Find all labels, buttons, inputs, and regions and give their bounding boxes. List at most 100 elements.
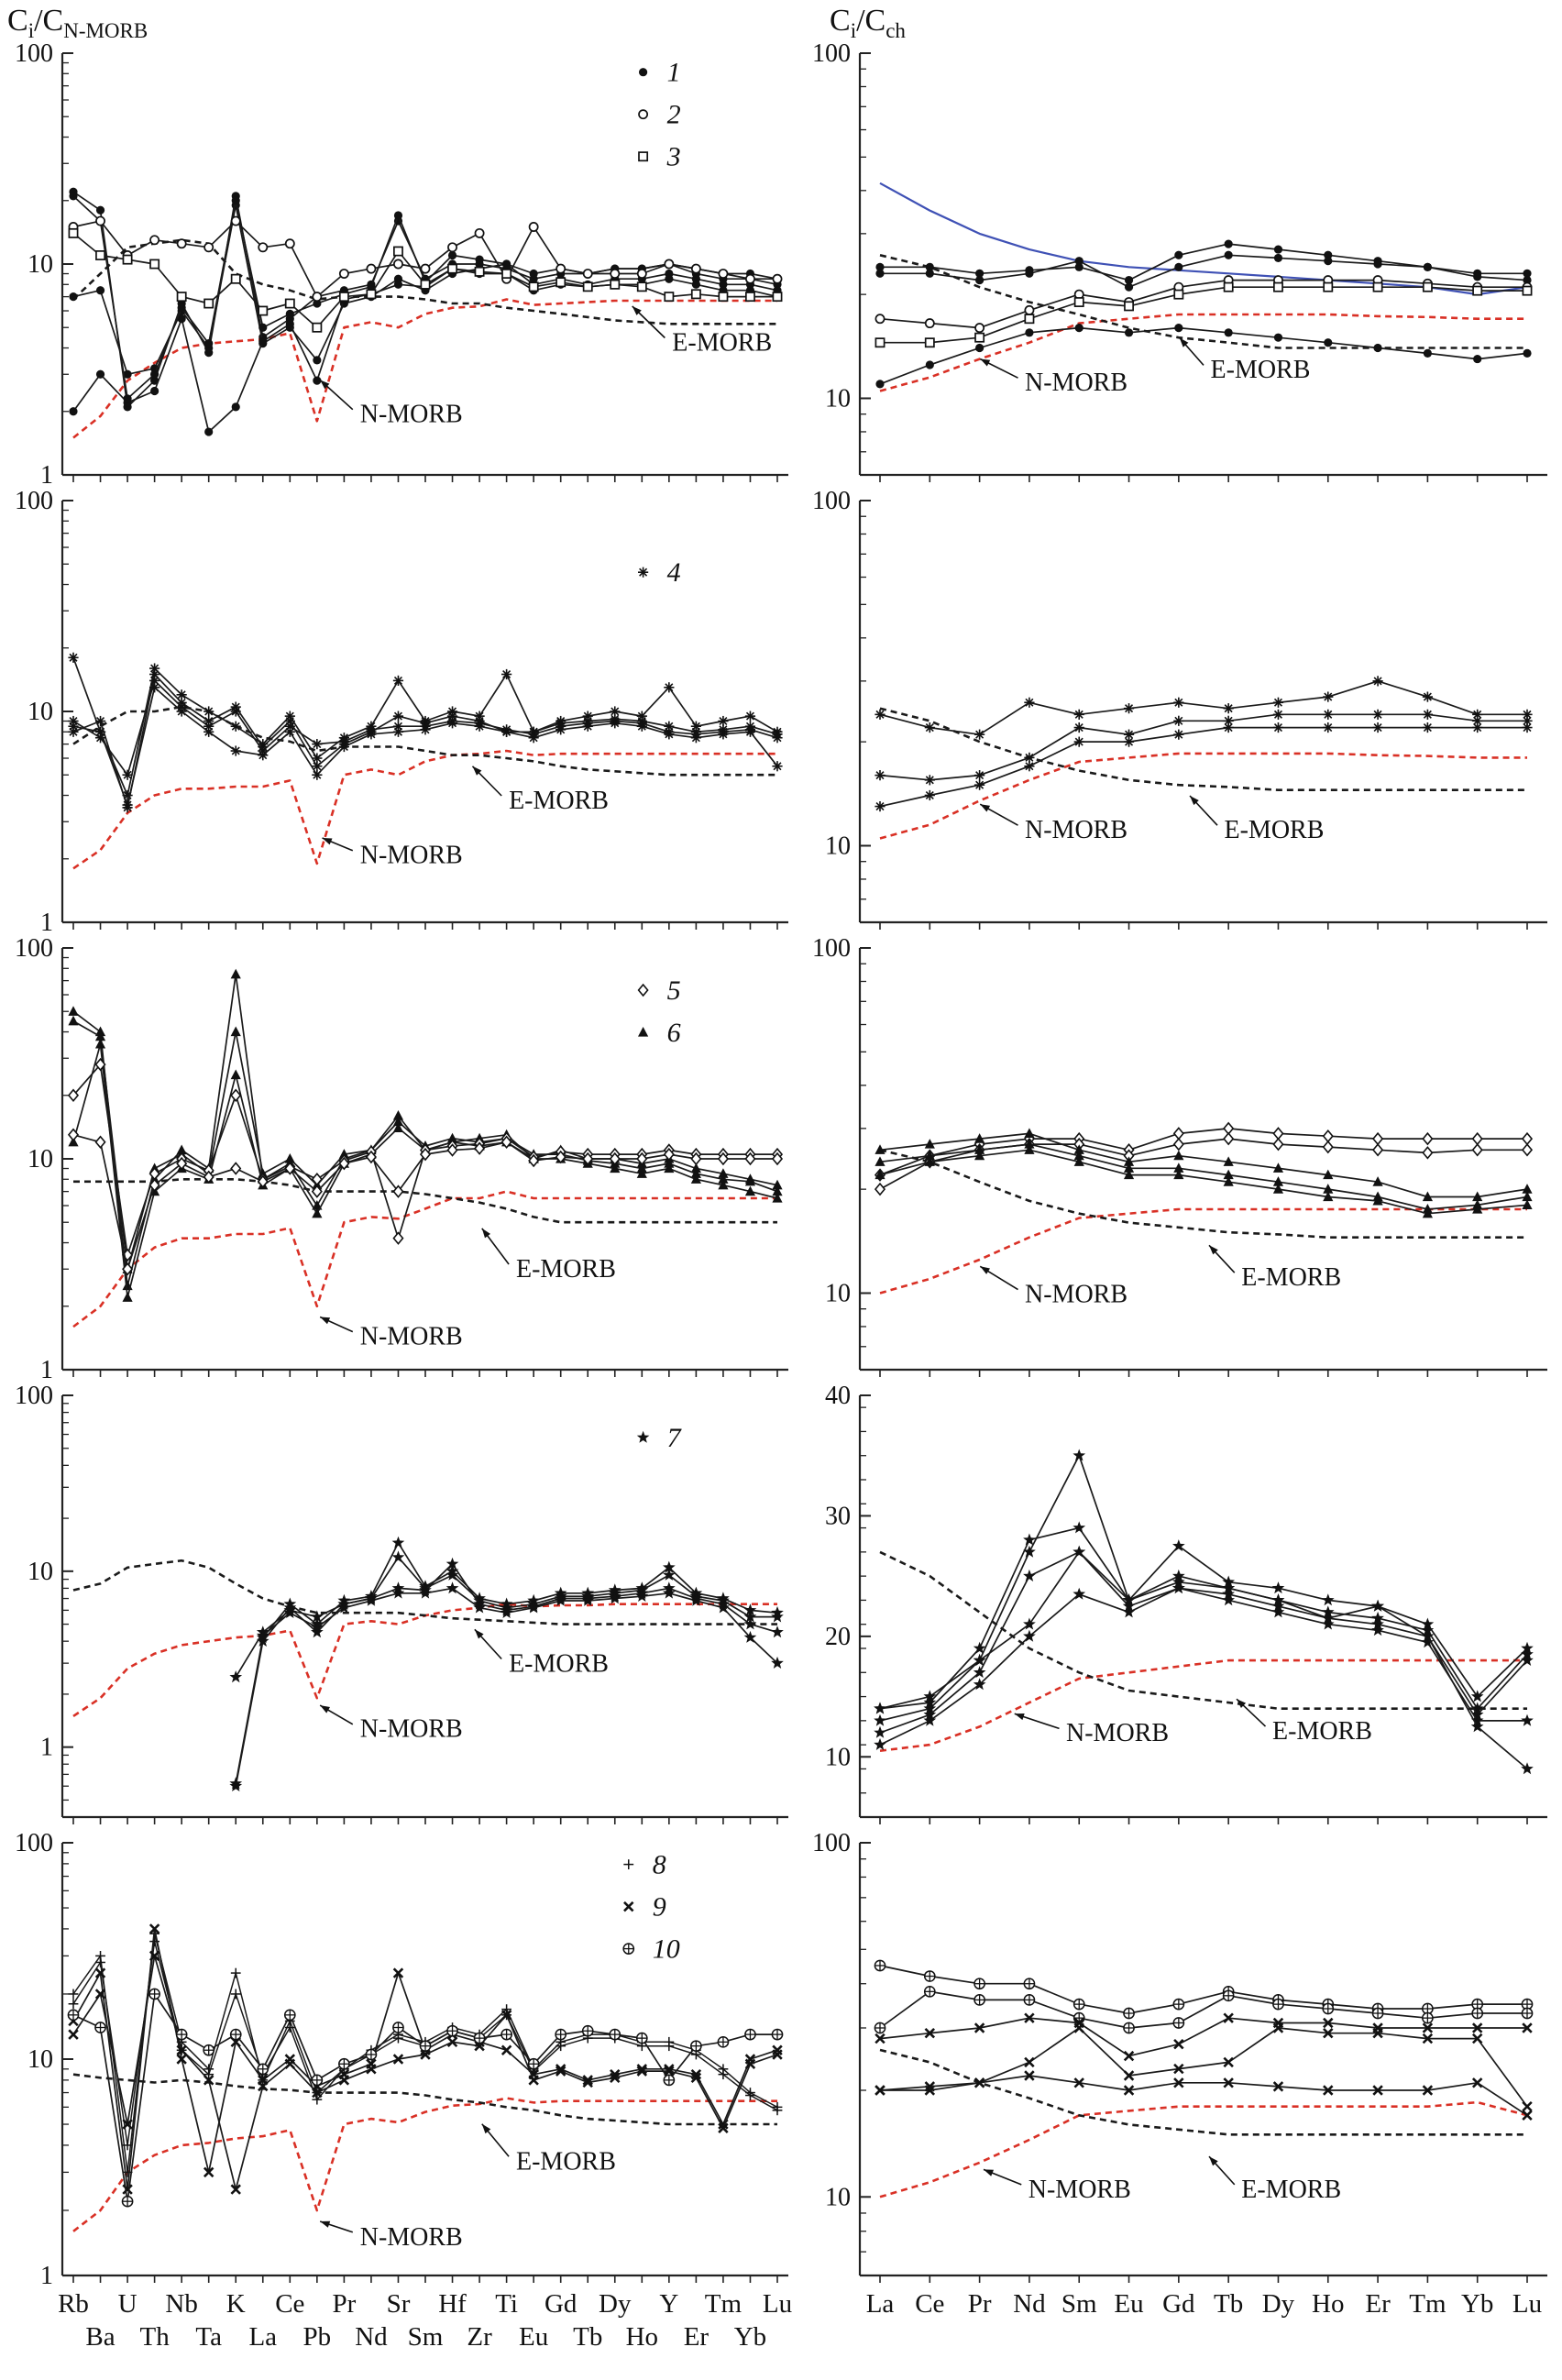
svg-text:E-MORB: E-MORB [672,328,772,357]
annotation-n-morb: N-MORB [319,2220,463,2252]
x-tick-label: Tm [705,2289,742,2319]
series-cp1 [67,1988,784,2208]
panel-row3-left: 1 10 100 5 6 N-MORB E-MORB [15,937,788,1384]
y-tick-label: 1 [40,909,53,937]
legend-item-4: 4 [638,557,681,588]
x-tick-label: Sr [387,2289,411,2319]
x-tick-label: La [248,2322,277,2352]
x-tick-label: Pr [968,2289,992,2319]
y-tick-label: 10 [825,1743,851,1771]
x-tick-label: Nb [165,2289,197,2319]
x-tick-label: Ho [626,2322,658,2352]
title-right-slash: /C [856,4,886,38]
svg-text:E-MORB: E-MORB [509,787,609,815]
series-s5 [68,215,783,303]
series-r1 [875,239,1532,285]
axis-titles-row: Ci/CN-MORB Ci/Cch [0,0,1562,42]
x-tick-label: Dy [599,2289,632,2319]
svg-text:4: 4 [667,557,681,588]
x-tick-label: Eu [1114,2289,1143,2319]
x-tick-label: Tm [1409,2289,1446,2319]
y-tick-label: 100 [15,42,53,68]
x-tick-label: Nd [1013,2289,1046,2319]
series-t3 [68,1038,783,1302]
y-tick-label: 10 [28,1145,53,1173]
legend-item-3: 3 [638,142,681,172]
x-tick-label: Ba [85,2322,115,2352]
y-tick-label: 100 [812,1832,851,1857]
x-tick-label: Gd [544,2289,578,2319]
x-tick-label: Gd [1162,2289,1195,2319]
y-tick-label: 1 [40,1734,53,1762]
svg-text:E-MORB: E-MORB [1225,816,1325,844]
panel-row3-right: 10 100 N-MORB E-MORB [812,937,1547,1377]
svg-text:E-MORB: E-MORB [1272,1717,1372,1746]
y-tick-label: 100 [15,1384,53,1410]
svg-text:5: 5 [667,975,681,1006]
x-tick-label: Tb [1214,2289,1243,2319]
y-tick-label: 1 [40,461,53,490]
legend-item-10: 10 [622,1934,680,1965]
y-tick-label: 100 [812,490,851,515]
series-x2 [68,1950,783,2195]
x-tick-label: Sm [1062,2289,1097,2319]
y-tick-label: 1 [40,2262,53,2290]
x-tick-label: Ho [1312,2289,1344,2319]
x-tick-label: Yb [1461,2289,1493,2319]
series-r2a [874,676,1533,740]
series-rt2 [874,1128,1533,1202]
series-E-MORB [879,1550,1527,1711]
svg-text:N-MORB: N-MORB [360,2223,463,2252]
legend-item-2: 2 [638,100,681,130]
y-tick-label: 1 [40,1356,53,1384]
y-tick-label: 30 [825,1502,851,1530]
series-r2c [874,722,1533,812]
x-tick-label: Y [659,2289,678,2319]
x-tick-label: Lu [763,2289,792,2319]
series-rt4 [874,1144,1533,1218]
title-left-slash: /C [34,4,64,38]
annotation-n-morb: N-MORB [979,803,1128,844]
series-x1 [68,1923,783,2195]
legend-item-5: 5 [637,975,681,1006]
legend-item-8: 8 [623,1850,666,1880]
y-axis-title-right: Ci/Cch [830,4,906,43]
title-right-sub: ch [886,18,906,42]
legend-item-7: 7 [636,1423,683,1453]
annotation-n-morb: N-MORB [319,1316,463,1350]
svg-text:E-MORB: E-MORB [1211,356,1311,384]
annotation-n-morb: N-MORB [983,2168,1131,2204]
svg-text:N-MORB: N-MORB [360,401,463,429]
svg-text:9: 9 [653,1892,666,1923]
annotation-e-morb: E-MORB [1236,1698,1372,1746]
chart-row-1: 1 10 100 1 2 3 N-MORB E-MORB 10 100 N-MORB E-MORB [0,42,1562,490]
series-r5 [875,324,1532,389]
y-tick-label: 10 [28,698,53,726]
series-q2 [874,1521,1534,1714]
chart-row-5: 1 10 100 Rb Ba U Th Nb Ta K La Ce Pb Pr Nd Sr Sm Hf Zr Ti Eu… [0,1832,1562,2367]
svg-text:N-MORB: N-MORB [1066,1719,1169,1747]
svg-text:E-MORB: E-MORB [1241,1263,1341,1292]
y-tick-label: 10 [28,250,53,279]
legend-item-6: 6 [638,1018,681,1048]
series-rt3 [874,1139,1533,1214]
annotation-e-morb: E-MORB [481,1228,616,1284]
chart-row-4: 1 10 100 7 N-MORB E-MORB 10 20 30 40 N-MORB E-MORB [0,1384,1562,1832]
x-tick-label: Eu [519,2322,548,2352]
y-tick-label: 100 [812,42,851,68]
y-tick-label: 20 [825,1623,851,1651]
svg-text:N-MORB: N-MORB [1028,2176,1131,2204]
title-right-base: C [830,4,851,38]
x-tick-label: Tb [573,2322,602,2352]
title-left-base: C [7,4,28,38]
series-N-MORB [879,1207,1527,1295]
svg-text:3: 3 [666,142,681,172]
panel-row1-right: 10 100 N-MORB E-MORB [812,42,1547,482]
annotation-e-morb: E-MORB [1179,336,1311,384]
x-tick-label: Th [140,2322,170,2352]
annotation-e-morb: E-MORB [1208,2155,1341,2204]
series-N-MORB [72,1190,777,1328]
series-s4 [69,192,782,403]
series-q1 [874,1449,1534,1726]
annotation-e-morb: E-MORB [471,766,609,815]
